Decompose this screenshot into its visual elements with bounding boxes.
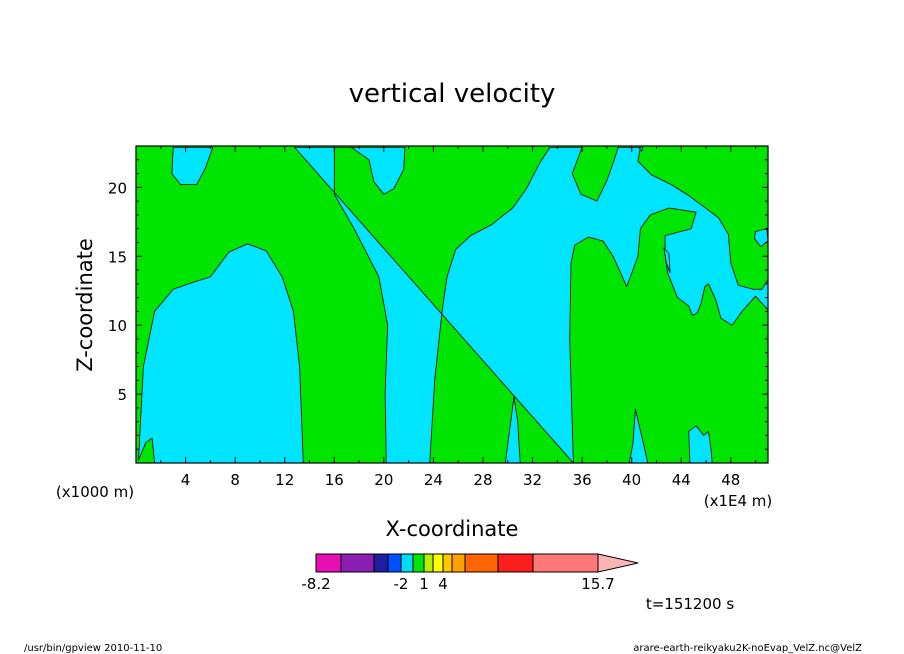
y-tick-label: 20 [108,179,127,197]
colorbar-segment [400,553,414,573]
negative-region [171,146,214,186]
colorbar-segment [532,553,599,573]
x-tick-label: 28 [473,471,492,489]
chart-title: vertical velocity [349,79,556,109]
x-tick-label: 32 [523,471,542,489]
x-unit-left: (x1000 m) [56,483,134,501]
colorbar-segment [451,553,466,573]
negative-region [628,408,649,463]
colorbar-segment [432,553,444,573]
colorbar-segment [387,553,402,573]
colorbar-segment [315,553,342,573]
footer-left: /usr/bin/gpview 2010-11-10 [24,643,162,654]
plot-frame [135,145,769,464]
colorbar-label: 15.7 [581,575,614,593]
x-tick-label: 16 [325,471,344,489]
x-tick-label: 4 [181,471,191,489]
y-tick-label: 15 [108,248,127,266]
negative-region [138,243,304,463]
x-tick-label: 20 [374,471,393,489]
y-axis-label: Z-coordinate [73,238,97,372]
x-tick-label: 8 [230,471,240,489]
x-tick-label: 36 [573,471,592,489]
negative-region [754,228,768,248]
colorbar-label: -8.2 [301,575,330,593]
x-tick-label: 24 [424,471,443,489]
negative-region [663,247,671,274]
x-tick-label: 12 [275,471,294,489]
colorbar-label: 1 [419,575,429,593]
x-axis-label: X-coordinate [386,517,519,541]
y-tick-label: 5 [117,386,127,404]
x-unit-right: (x1E4 m) [704,492,773,510]
footer-right: arare-earth-reikyaku2K-noEvap_VelZ.nc@Ve… [633,643,862,654]
y-axis: 5 10 15 20 [108,159,768,450]
colorbar-segment [412,553,425,573]
colorbar-segment [497,553,534,573]
x-tick-label: 40 [622,471,641,489]
negative-region [294,146,768,463]
x-tick-label: 48 [721,471,740,489]
plot-area [135,145,769,464]
negative-region [638,146,644,152]
colorbar-segment [442,553,453,573]
colorbar-segment [464,553,499,573]
colorbar-label: -2 [394,575,409,593]
colorbar-segment [340,553,375,573]
colorbar: -8.2 -2 1 4 15.7 [301,553,639,593]
colorbar-segment [423,553,434,573]
colorbar-arrow [597,553,639,573]
negative-region [688,425,713,463]
x-axis: 4 8 12 16 20 24 28 32 36 40 44 48 [160,146,757,489]
colorbar-label: 4 [438,575,448,593]
colorbar-segment [373,553,389,573]
time-label: t=151200 s [646,595,734,613]
x-tick-label: 44 [672,471,691,489]
y-tick-label: 10 [108,317,127,335]
